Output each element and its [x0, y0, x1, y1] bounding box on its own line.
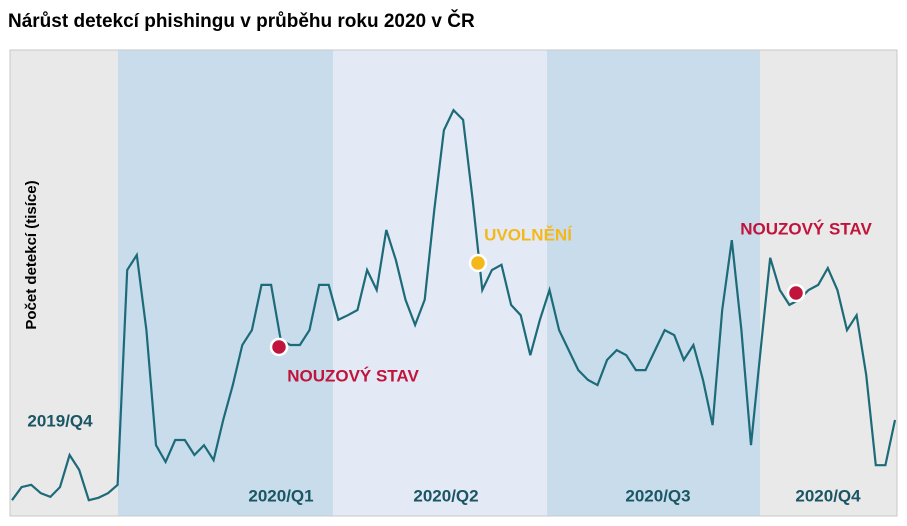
quarter-band: [333, 50, 547, 516]
annotation-label: UVOLNĚNÍ: [484, 225, 573, 244]
quarter-band: [118, 50, 333, 516]
quarter-band: [760, 50, 897, 516]
quarter-label: 2020/Q2: [413, 486, 478, 505]
quarter-label: 2019/Q4: [27, 411, 93, 430]
quarter-band: [547, 50, 760, 516]
annotation-label: NOUZOVÝ STAV: [287, 366, 419, 385]
quarter-label: 2020/Q4: [795, 486, 861, 505]
annotation-label: NOUZOVÝ STAV: [740, 219, 872, 238]
annotation-marker: [468, 253, 488, 273]
y-axis-label: Počet detekcí (tisíce): [23, 180, 40, 329]
line: [11, 108, 897, 502]
annotation-marker: [269, 337, 289, 357]
quarter-label: 2020/Q3: [625, 486, 690, 505]
plot-frame: [9, 49, 898, 517]
quarter-band: [10, 50, 118, 516]
chart-title: Nárůst detekcí phishingu v průběhu roku …: [8, 10, 475, 32]
quarter-bands: [10, 50, 897, 516]
annotation-marker: [786, 283, 806, 303]
quarter-label: 2020/Q1: [248, 486, 313, 505]
